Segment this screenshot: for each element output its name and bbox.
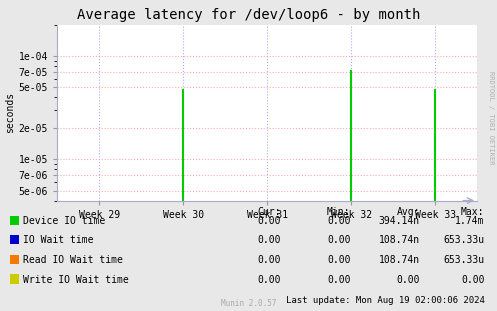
Text: Max:: Max: — [461, 207, 485, 217]
Text: 0.00: 0.00 — [257, 216, 281, 226]
Text: Write IO Wait time: Write IO Wait time — [23, 275, 129, 285]
Text: 0.00: 0.00 — [397, 275, 420, 285]
Text: Cur:: Cur: — [257, 207, 281, 217]
Text: 0.00: 0.00 — [327, 216, 350, 226]
Text: 394.14n: 394.14n — [379, 216, 420, 226]
Text: 653.33u: 653.33u — [443, 255, 485, 265]
Text: 1.74m: 1.74m — [455, 216, 485, 226]
Text: Last update: Mon Aug 19 02:00:06 2024: Last update: Mon Aug 19 02:00:06 2024 — [286, 296, 485, 304]
Text: 0.00: 0.00 — [327, 235, 350, 245]
Text: Min:: Min: — [327, 207, 350, 217]
Text: 108.74n: 108.74n — [379, 255, 420, 265]
Y-axis label: seconds: seconds — [4, 92, 14, 133]
Text: 0.00: 0.00 — [327, 275, 350, 285]
Text: RRDTOOL / TOBI OETIKER: RRDTOOL / TOBI OETIKER — [488, 72, 494, 165]
Text: 0.00: 0.00 — [257, 275, 281, 285]
Text: 108.74n: 108.74n — [379, 235, 420, 245]
Text: 0.00: 0.00 — [461, 275, 485, 285]
Text: Device IO time: Device IO time — [23, 216, 105, 226]
Text: Read IO Wait time: Read IO Wait time — [23, 255, 123, 265]
Text: 653.33u: 653.33u — [443, 235, 485, 245]
Text: 0.00: 0.00 — [257, 255, 281, 265]
Text: Avg:: Avg: — [397, 207, 420, 217]
Text: IO Wait time: IO Wait time — [23, 235, 93, 245]
Text: Average latency for /dev/loop6 - by month: Average latency for /dev/loop6 - by mont… — [77, 8, 420, 22]
Text: Munin 2.0.57: Munin 2.0.57 — [221, 299, 276, 308]
Text: 0.00: 0.00 — [257, 235, 281, 245]
Text: 0.00: 0.00 — [327, 255, 350, 265]
